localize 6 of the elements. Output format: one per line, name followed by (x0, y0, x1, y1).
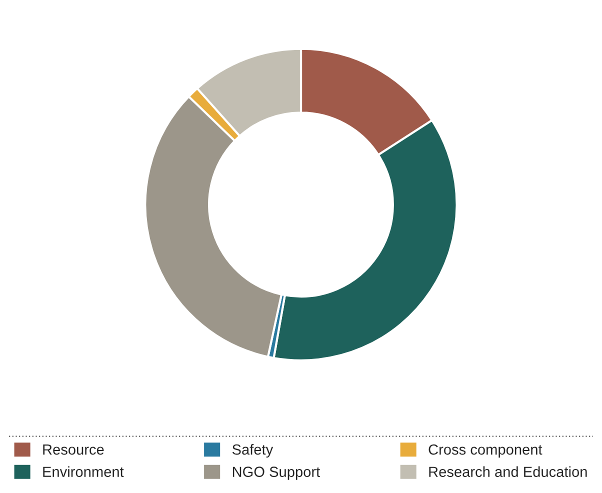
legend-label: Environment (43, 466, 124, 477)
legend-label: Safety (232, 444, 274, 458)
legend-label: NGO Support (232, 466, 320, 480)
legend-label: Resource (43, 444, 104, 455)
legend-label: Cross component (428, 444, 542, 458)
legend-label: Research and Education (429, 466, 587, 477)
